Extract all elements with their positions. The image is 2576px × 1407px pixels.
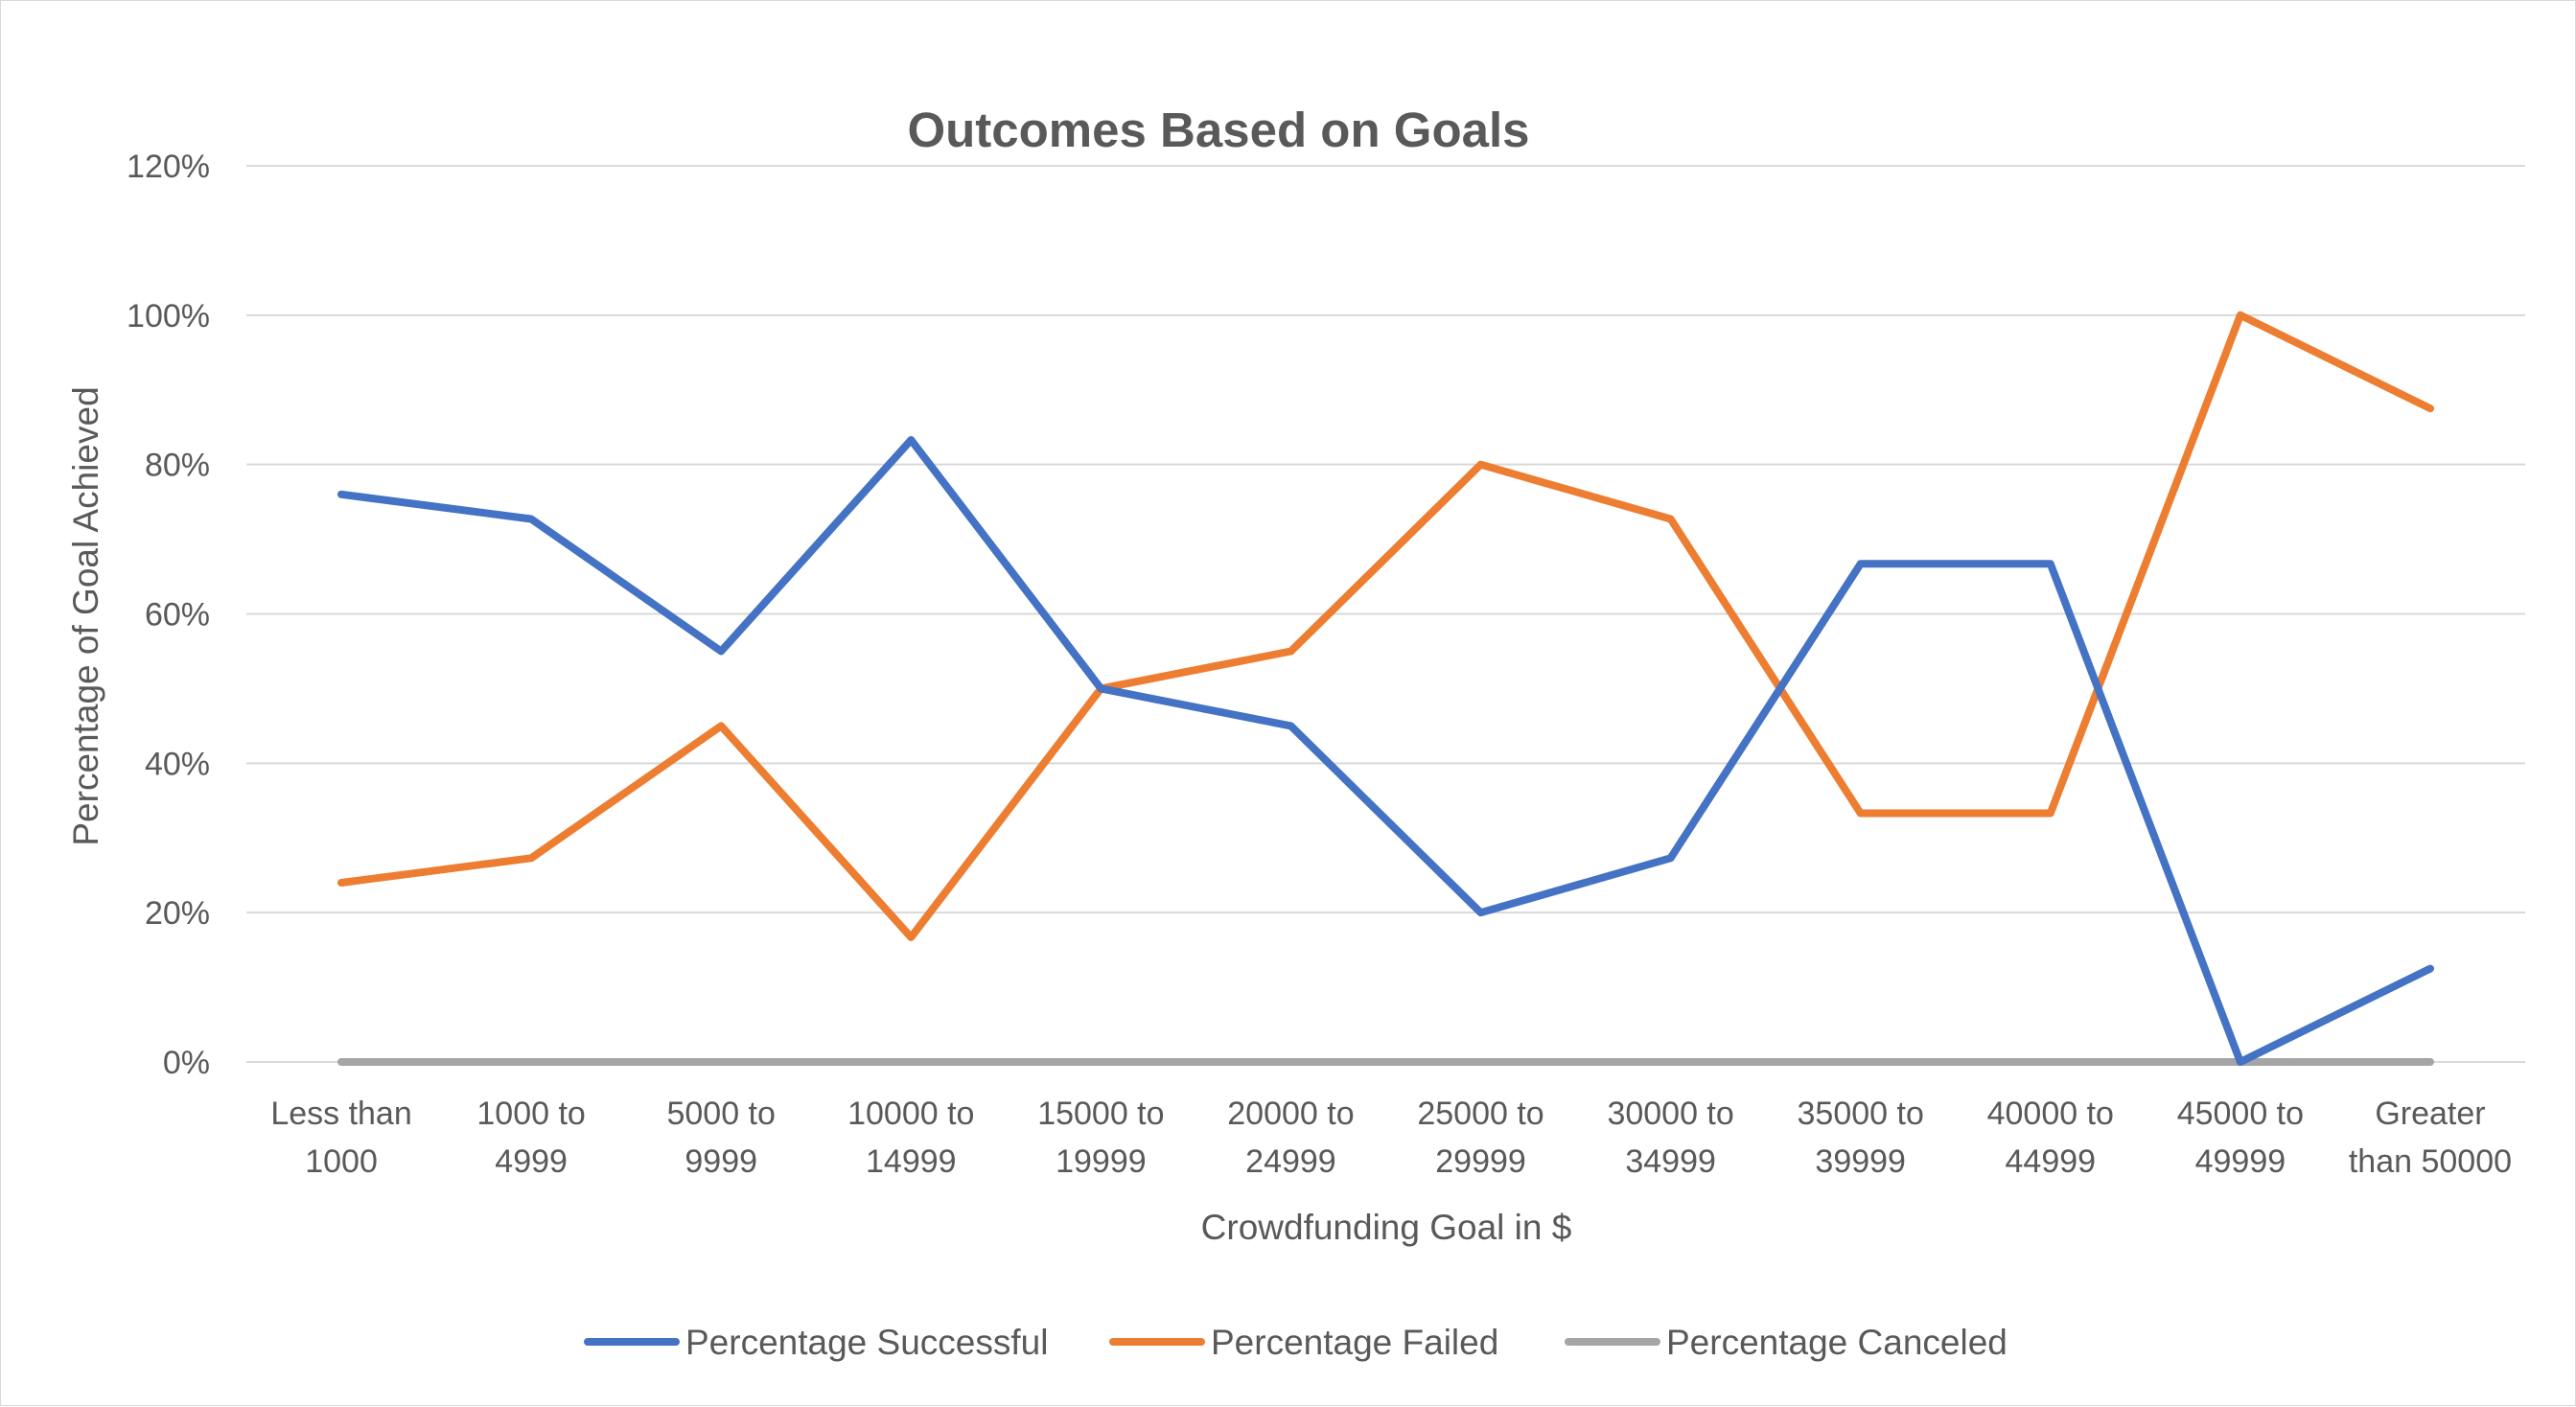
y-axis-ticks: 0% 20% 40% 60% 80% 100% 120% — [127, 149, 210, 1081]
y-axis-label: Percentage of Goal Achieved — [66, 386, 105, 845]
x-axis-label: Crowdfunding Goal in $ — [1201, 1208, 1572, 1247]
legend: Percentage Successful Percentage Failed Pe… — [584, 1323, 2007, 1362]
series-lines — [337, 311, 2434, 1066]
series-line-percentage-successful — [337, 436, 2434, 1066]
x-tick-label: 1000 to 4999 — [476, 1096, 585, 1180]
legend-label-percentage-canceled: Percentage Canceled — [1666, 1323, 2007, 1362]
x-tick-label: 45000 to 49999 — [2177, 1096, 2304, 1180]
y-tick-label: 20% — [145, 895, 210, 932]
x-tick-label: 30000 to 34999 — [1607, 1096, 1733, 1180]
y-tick-label: 80% — [145, 448, 210, 484]
y-tick-label: 100% — [127, 298, 210, 334]
x-tick-label: 5000 to 9999 — [666, 1096, 775, 1180]
x-tick-label: 25000 to 29999 — [1417, 1096, 1543, 1180]
x-tick-label: Less than 1000 — [270, 1096, 411, 1180]
y-tick-label: 0% — [163, 1045, 210, 1081]
series-line-percentage-failed — [337, 311, 2434, 941]
x-tick-label: 20000 to 24999 — [1227, 1096, 1354, 1180]
x-tick-label: Greater than 50000 — [2349, 1096, 2512, 1180]
x-tick-label: 35000 to 39999 — [1798, 1096, 1924, 1180]
y-tick-label: 60% — [145, 597, 210, 634]
gridlines — [246, 165, 2525, 1063]
x-tick-label: 40000 to 44999 — [1987, 1096, 2114, 1180]
chart-title: Outcomes Based on Goals — [907, 103, 1529, 157]
x-axis-ticks: Less than 1000 1000 to 4999 5000 to 9999 10000… — [270, 1096, 2512, 1180]
y-tick-label: 40% — [145, 746, 210, 782]
legend-label-percentage-successful: Percentage Successful — [685, 1323, 1048, 1362]
x-tick-label: 15000 to 19999 — [1037, 1096, 1164, 1180]
x-tick-label: 10000 to 14999 — [847, 1096, 974, 1180]
y-tick-label: 120% — [127, 149, 210, 185]
legend-label-percentage-failed: Percentage Failed — [1211, 1323, 1498, 1362]
